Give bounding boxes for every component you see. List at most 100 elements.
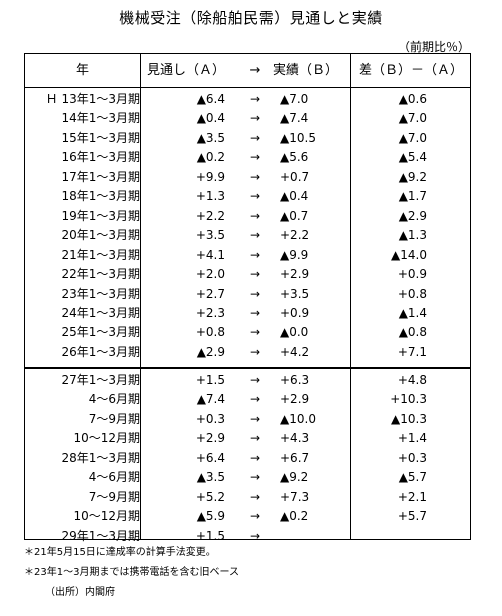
cell-arrow: → [249,208,261,223]
section-divider [25,367,470,369]
cell-result: ▲7.4 [280,111,309,126]
cell-forecast: +1.5 [195,528,225,543]
table-row: 16年1～3月期 ▲0.2 → ▲5.6 ▲5.4 [25,148,470,167]
cell-period: 21年1～3月期 [61,247,140,262]
cell-forecast: +1.5 [195,373,225,387]
table-row: 4～6月期 ▲3.5 → ▲9.2 ▲5.7 [25,468,470,487]
cell-arrow: → [249,111,261,126]
cell-period: 7～9月期 [88,489,140,504]
header-diff: 差（Ｂ）－（Ａ） [359,63,464,78]
cell-arrow: → [249,189,261,204]
table-row: Ｈ 13年1～3月期 ▲6.4 → ▲7.0 ▲0.6 [25,90,470,109]
cell-forecast: +6.4 [195,450,225,465]
cell-forecast: ▲7.4 [196,392,225,407]
source-note: （出所）内閣府 [45,587,115,598]
table-row: 21年1～3月期 +4.1 → ▲9.9 ▲14.0 [25,246,470,265]
table-row: 7～9月期 +0.3 → ▲10.0 ▲10.3 [25,410,470,429]
cell-arrow: → [249,228,261,243]
cell-period: 24年1～3月期 [61,305,140,320]
cell-period: 18年1～3月期 [61,189,140,204]
page-title: 機械受注（除船舶民需）見通しと実績 [119,9,383,27]
cell-diff: +0.3 [397,450,427,465]
cell-diff: ▲7.0 [398,111,427,126]
cell-arrow: → [249,150,261,165]
cell-result: ▲0.4 [280,189,309,204]
cell-result: ▲9.9 [280,247,309,262]
cell-result: ▲10.0 [280,411,316,426]
table-row: 27年1～3月期 +1.5 → +6.3 +4.8 [25,371,470,390]
cell-period: 14年1～3月期 [61,111,140,126]
table-row: 22年1～3月期 +2.0 → +2.9 +0.9 [25,265,470,284]
cell-arrow: → [249,325,261,340]
cell-forecast: ▲2.9 [196,344,225,359]
cell-period: 29年1～3月期 [61,528,140,543]
table-header: 年 見通し（Ａ） → 実績（Ｂ） 差（Ｂ）－（Ａ） [25,54,470,88]
cell-forecast: ▲0.4 [196,111,225,126]
cell-result: ▲9.2 [280,470,309,485]
table-row: 15年1～3月期 ▲3.5 → ▲10.5 ▲7.0 [25,129,470,148]
cell-arrow: → [249,470,261,485]
cell-forecast: +1.3 [195,189,225,204]
cell-diff: +0.9 [397,267,427,282]
cell-diff: +5.7 [397,509,427,524]
cell-result: +6.3 [280,373,310,387]
cell-result: ▲0.0 [280,325,309,340]
cell-forecast: +0.3 [195,411,225,426]
footnotes: ＊21年5月15日に達成率の計算手法変更。 ＊23年1～3月期までは携帯電話を含… [24,543,239,603]
header-arrow: → [249,63,261,78]
cell-period: 10～12月期 [73,509,140,524]
cell-diff: +10.3 [390,392,427,407]
cell-diff: ▲5.7 [398,470,427,485]
table-row: 29年1～3月期 +1.5 → [25,527,470,546]
cell-forecast: ▲5.9 [196,509,225,524]
cell-forecast: +2.2 [195,208,225,223]
cell-arrow: → [249,92,261,106]
cell-result: +3.5 [280,286,310,301]
cell-diff: +1.4 [397,431,427,446]
table-row: 7～9月期 +5.2 → +7.3 +2.1 [25,488,470,507]
column-divider [140,54,141,539]
cell-period: 26年1～3月期 [61,344,140,359]
cell-forecast: ▲0.2 [196,150,225,165]
cell-result: +4.3 [280,431,310,446]
cell-arrow: → [249,267,261,282]
cell-forecast: +2.3 [195,305,225,320]
cell-period: 25年1～3月期 [61,325,140,340]
table-row: 10～12月期 ▲5.9 → ▲0.2 +5.7 [25,507,470,526]
cell-forecast: +9.9 [195,169,225,184]
cell-forecast: +2.9 [195,431,225,446]
cell-period: Ｈ 13年1～3月期 [45,92,140,106]
table-row: 24年1～3月期 +2.3 → +0.9 ▲1.4 [25,304,470,323]
cell-forecast: +2.0 [195,267,225,282]
cell-result: +2.9 [280,392,310,407]
cell-result: ▲7.0 [280,92,309,106]
cell-result: ▲5.6 [280,150,309,165]
cell-result: +7.3 [280,489,310,504]
cell-forecast: +2.7 [195,286,225,301]
cell-period: 15年1～3月期 [61,130,140,145]
cell-diff: ▲0.8 [398,325,427,340]
cell-diff: ▲14.0 [391,247,427,262]
cell-period: 20年1～3月期 [61,228,140,243]
table-row: 18年1～3月期 +1.3 → ▲0.4 ▲1.7 [25,187,470,206]
cell-arrow: → [249,344,261,359]
cell-arrow: → [249,286,261,301]
cell-diff: ▲2.9 [398,208,427,223]
cell-diff: ▲1.4 [398,305,427,320]
cell-forecast: +4.1 [195,247,225,262]
table-row: 4～6月期 ▲7.4 → +2.9 +10.3 [25,390,470,409]
cell-period: 23年1～3月期 [61,286,140,301]
cell-arrow: → [249,509,261,524]
cell-period: 27年1～3月期 [61,373,140,387]
cell-diff: ▲10.3 [391,411,427,426]
table-row: 25年1～3月期 +0.8 → ▲0.0 ▲0.8 [25,323,470,342]
cell-arrow: → [249,528,261,543]
table-row: 14年1～3月期 ▲0.4 → ▲7.4 ▲7.0 [25,109,470,128]
cell-period: 16年1～3月期 [61,150,140,165]
header-result: 実績（Ｂ） [273,63,339,78]
cell-arrow: → [249,411,261,426]
table-row: 26年1～3月期 ▲2.9 → +4.2 +7.1 [25,343,470,362]
cell-arrow: → [249,392,261,407]
cell-arrow: → [249,130,261,145]
cell-arrow: → [249,450,261,465]
